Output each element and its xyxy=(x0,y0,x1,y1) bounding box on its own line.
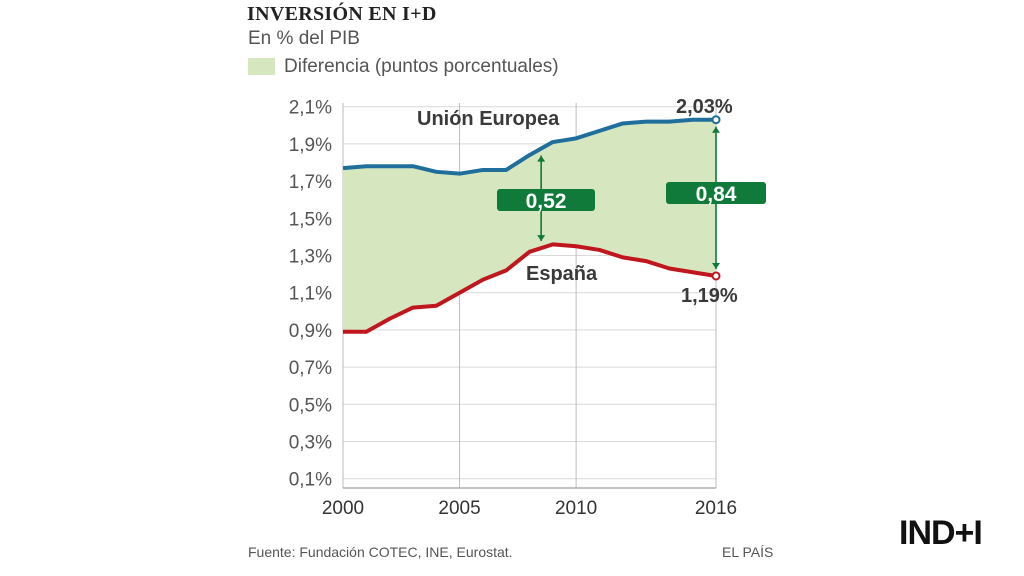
y-tick-label: 0,5% xyxy=(289,395,332,416)
difference-badge-label: 0,52 xyxy=(526,190,567,213)
y-tick-label: 0,9% xyxy=(289,321,332,342)
y-tick-label: 1,3% xyxy=(289,247,332,268)
x-tick-label: 2010 xyxy=(555,498,597,519)
spain-end-value-label: 1,19% xyxy=(681,285,738,307)
publisher-name: EL PAÍS xyxy=(722,544,774,560)
source-note: Fuente: Fundación COTEC, INE, Eurostat. xyxy=(248,544,513,560)
eu-series-label: Unión Europea xyxy=(417,108,560,130)
difference-arrow-head-up xyxy=(537,155,546,162)
y-tick-label: 0,1% xyxy=(289,470,332,491)
difference-badge xyxy=(497,189,595,211)
brand-logo: IND+I xyxy=(899,514,983,552)
y-tick-label: 1,5% xyxy=(289,209,332,230)
difference-arrow-head-down xyxy=(712,262,720,269)
chart-title: INVERSIÓN EN I+D xyxy=(247,3,437,25)
difference-badge-label: 0,84 xyxy=(696,183,737,206)
eu-end-value-label: 2,03% xyxy=(676,96,733,118)
y-tick-label: 2,1% xyxy=(289,98,332,119)
difference-badge xyxy=(666,182,766,204)
spain-series-line xyxy=(343,242,717,334)
spain-series-label: España xyxy=(526,263,598,285)
x-tick-label: 2000 xyxy=(322,498,364,519)
y-tick-label: 0,3% xyxy=(289,433,332,454)
legend-swatch-difference xyxy=(248,58,275,75)
x-tick-label: 2005 xyxy=(438,498,480,519)
legend-label-difference: Diferencia (puntos porcentuales) xyxy=(284,56,559,77)
difference-area xyxy=(343,119,716,332)
eu-series-line xyxy=(342,117,716,176)
x-tick-label: 2016 xyxy=(695,498,737,519)
y-tick-label: 0,7% xyxy=(289,358,332,379)
difference-arrow-head-up xyxy=(712,126,720,133)
y-tick-label: 1,9% xyxy=(289,135,332,156)
eu-end-marker xyxy=(711,115,721,125)
spain-end-marker xyxy=(711,271,721,281)
difference-arrow-head-down xyxy=(537,235,546,242)
y-tick-label: 1,7% xyxy=(289,172,332,193)
chart-subtitle: En % del PIB xyxy=(248,28,360,49)
y-tick-label: 1,1% xyxy=(289,284,332,305)
